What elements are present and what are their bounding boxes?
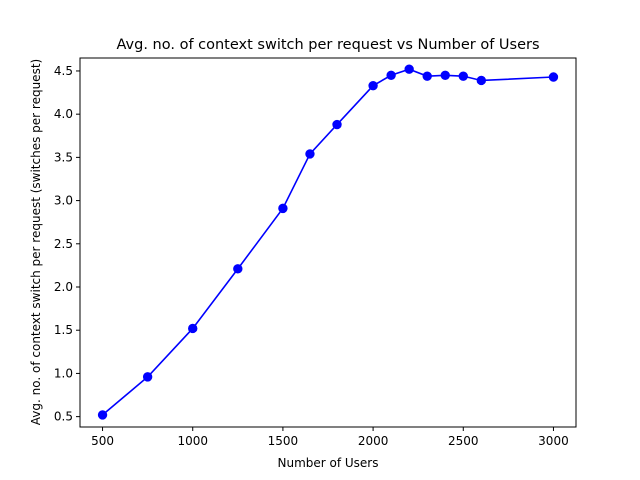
- data-point: [404, 64, 414, 74]
- x-tick-label: 2000: [358, 434, 389, 448]
- y-tick-label: 3.5: [54, 150, 73, 164]
- x-tick-label: 500: [91, 434, 114, 448]
- y-axis-label: Avg. no. of context switch per request (…: [29, 59, 43, 425]
- data-point: [476, 75, 487, 86]
- x-tick-label: 1500: [268, 434, 299, 448]
- data-point: [142, 372, 153, 382]
- y-tick-label: 3.0: [54, 194, 73, 208]
- y-tick-label: 2.0: [54, 280, 73, 294]
- data-point: [332, 119, 342, 130]
- y-tick-label: 1.0: [54, 366, 73, 380]
- x-tick-label: 2500: [448, 434, 479, 448]
- data-point: [278, 203, 288, 214]
- plot-area: 500 1000 1500 2000 2500 3000 0.5 1.0 1.5 2.0 2.5 3.…: [54, 57, 577, 448]
- x-tick-label: 3000: [538, 434, 569, 448]
- data-point: [305, 149, 315, 159]
- data-point: [386, 70, 396, 80]
- data-point: [97, 410, 108, 420]
- plot-frame: [79, 57, 577, 428]
- y-tick-label: 1.5: [54, 323, 73, 337]
- data-point: [422, 71, 432, 81]
- x-axis-label: Number of Users: [277, 456, 378, 470]
- data-point: [548, 72, 559, 82]
- y-tick-label: 4.5: [54, 64, 73, 78]
- chart-title: Avg. no. of context switch per request v…: [116, 37, 539, 53]
- x-tick-label: 1000: [177, 434, 208, 448]
- data-point: [458, 71, 468, 81]
- y-tick-label: 4.0: [54, 107, 73, 121]
- data-point: [368, 80, 378, 91]
- data-point: [440, 70, 450, 80]
- y-tick-label: 2.5: [54, 237, 73, 251]
- data-point: [188, 323, 198, 334]
- y-tick-label: 0.5: [54, 410, 73, 424]
- data-point: [233, 264, 243, 274]
